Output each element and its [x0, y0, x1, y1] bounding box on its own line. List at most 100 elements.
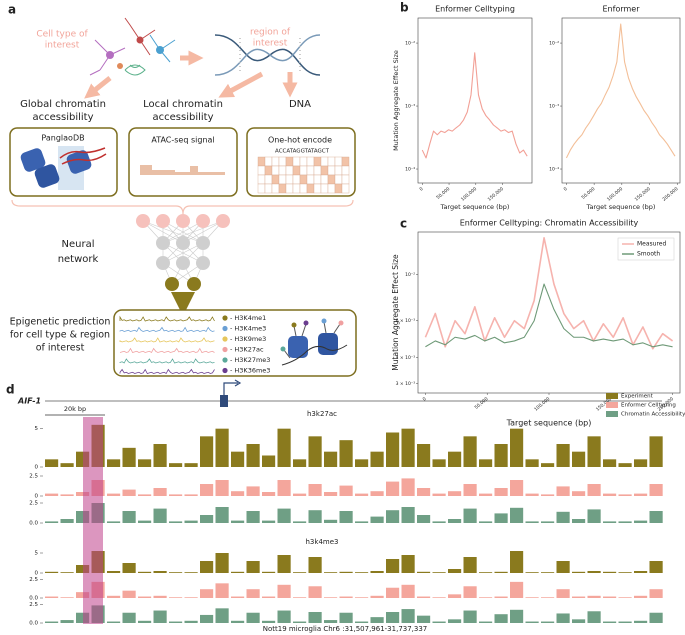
signal-bar	[417, 571, 431, 573]
signal-bar	[587, 611, 601, 623]
signal-bar	[277, 584, 291, 598]
signal-bar	[479, 572, 493, 573]
grid-cell	[257, 183, 266, 194]
signal-bar	[618, 621, 632, 623]
signal-bar	[572, 451, 586, 467]
mark-dot	[222, 315, 228, 321]
signal-bar	[76, 592, 90, 598]
y-tick-label: 2.5	[29, 577, 38, 583]
signal-bar	[556, 561, 570, 573]
grid-cell	[306, 156, 315, 167]
mark-dot	[222, 367, 228, 374]
signal-bar	[324, 451, 338, 467]
signal-bar	[401, 428, 415, 467]
chromatin-icon	[280, 318, 348, 366]
signal-bar	[618, 494, 632, 496]
signal-bar	[138, 494, 152, 496]
signal-bar	[603, 521, 617, 523]
signal-bar	[525, 459, 539, 467]
x-tick-label: 100,000	[460, 186, 478, 203]
legend-label: Experiment	[621, 394, 654, 400]
signal-bar	[448, 451, 462, 467]
y-tick-label: 0.0	[29, 521, 38, 527]
y-tick-label: 6 × 10⁻³	[396, 318, 416, 324]
signal-bar	[541, 621, 555, 623]
tss-arrow	[234, 379, 242, 387]
grid-cell	[299, 156, 308, 167]
chart-title: Enformer	[603, 5, 641, 14]
signal-bar	[556, 613, 570, 623]
box-label: ATAC-seq signal	[151, 136, 214, 145]
grid-cell	[264, 183, 273, 194]
signal-bar	[231, 596, 245, 598]
signal-bar	[76, 492, 90, 496]
grid-cell	[271, 174, 280, 185]
signal-bar	[603, 621, 617, 623]
signal-bar	[76, 612, 90, 623]
grid-cell	[264, 174, 273, 185]
y-tick-label: 4 × 10⁻³	[396, 355, 416, 361]
signal-bar	[231, 451, 245, 467]
signal-bar	[572, 596, 586, 598]
signal-bar	[401, 584, 415, 598]
signal-bar	[246, 589, 260, 598]
signal-bar	[107, 595, 121, 598]
signal-bar	[541, 572, 555, 573]
signal-bar	[355, 572, 369, 573]
signal-bar	[386, 432, 400, 467]
grid-cell	[292, 165, 301, 176]
signal-bar	[262, 596, 276, 598]
y-tick-label: 10⁻³	[405, 104, 415, 110]
x-tick-label: 100,000	[533, 396, 551, 413]
signal-bar	[370, 617, 384, 623]
box-label: PanglaoDB	[41, 134, 84, 143]
x-axis-label: Target sequence (bp)	[586, 203, 656, 211]
signal-bar	[169, 621, 183, 623]
signal-bar	[401, 609, 415, 623]
signal-bar	[587, 595, 601, 598]
signal-bar	[556, 511, 570, 523]
signal-bar	[308, 612, 322, 623]
signal-bar	[153, 610, 167, 623]
merge-bracket	[11, 199, 354, 215]
y-tick-label: 0	[35, 571, 39, 577]
signal-bar	[122, 612, 136, 623]
mark-dot	[222, 336, 228, 342]
grid-cell	[334, 174, 343, 185]
signal-bar	[386, 587, 400, 598]
mark-track	[119, 368, 215, 375]
signal-bar	[541, 463, 555, 467]
x-axis-label: Target sequence (bp)	[440, 203, 510, 211]
dna-icon	[214, 34, 321, 76]
signal-bar	[463, 610, 477, 623]
grid-cell	[271, 183, 280, 194]
data-line	[565, 23, 676, 159]
signal-bar	[45, 493, 59, 496]
signal-bar	[231, 520, 245, 523]
signal-bar	[432, 521, 446, 523]
grid-cell	[320, 174, 329, 185]
signal-bar	[293, 521, 307, 523]
signal-bar	[510, 551, 524, 573]
signal-bar	[479, 493, 493, 496]
mark-track	[119, 358, 215, 364]
nn-node	[156, 256, 170, 270]
y-tick-label: 10⁻²	[549, 41, 559, 47]
signal-bar	[448, 491, 462, 496]
signal-bar	[556, 589, 570, 598]
signal-bar	[169, 463, 183, 467]
signal-bar	[308, 484, 322, 496]
signal-bar	[76, 565, 90, 573]
signal-bar	[401, 507, 415, 523]
signal-bar	[649, 612, 663, 623]
signal-bar	[386, 612, 400, 623]
signal-bar	[60, 597, 74, 598]
y-axis-label: Mutation Aggregate Effect Size	[392, 50, 400, 151]
signal-bar	[494, 513, 508, 523]
grid-cell	[278, 156, 287, 167]
signal-bar	[649, 561, 663, 573]
signal-bar	[169, 521, 183, 523]
signal-bar	[138, 520, 152, 523]
mark-label: - H3K27me3	[230, 356, 270, 364]
